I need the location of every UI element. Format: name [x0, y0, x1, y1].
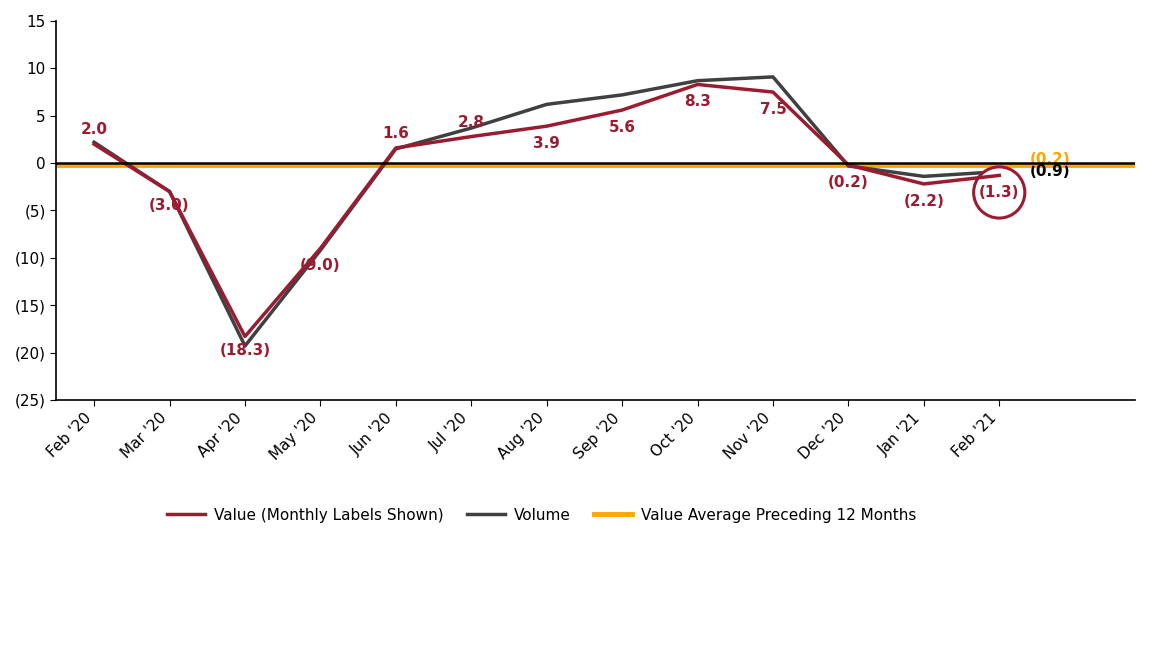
Text: (1.3): (1.3): [979, 185, 1020, 200]
Text: 2.8: 2.8: [458, 115, 485, 130]
Text: (0.2): (0.2): [1029, 152, 1071, 167]
Text: 7.5: 7.5: [759, 101, 787, 116]
Text: 3.9: 3.9: [534, 136, 560, 150]
Text: (18.3): (18.3): [220, 343, 270, 358]
Text: (2.2): (2.2): [904, 194, 944, 209]
Legend: Value (Monthly Labels Shown), Volume, Value Average Preceding 12 Months: Value (Monthly Labels Shown), Volume, Va…: [161, 502, 922, 528]
Text: 8.3: 8.3: [684, 94, 711, 109]
Text: (0.9): (0.9): [1029, 164, 1070, 179]
Text: 2.0: 2.0: [81, 122, 108, 137]
Text: (3.0): (3.0): [150, 198, 190, 213]
Text: 5.6: 5.6: [608, 120, 636, 135]
Text: 1.6: 1.6: [383, 126, 409, 141]
Text: (0.2): (0.2): [828, 175, 868, 190]
Text: (9.0): (9.0): [300, 258, 340, 273]
